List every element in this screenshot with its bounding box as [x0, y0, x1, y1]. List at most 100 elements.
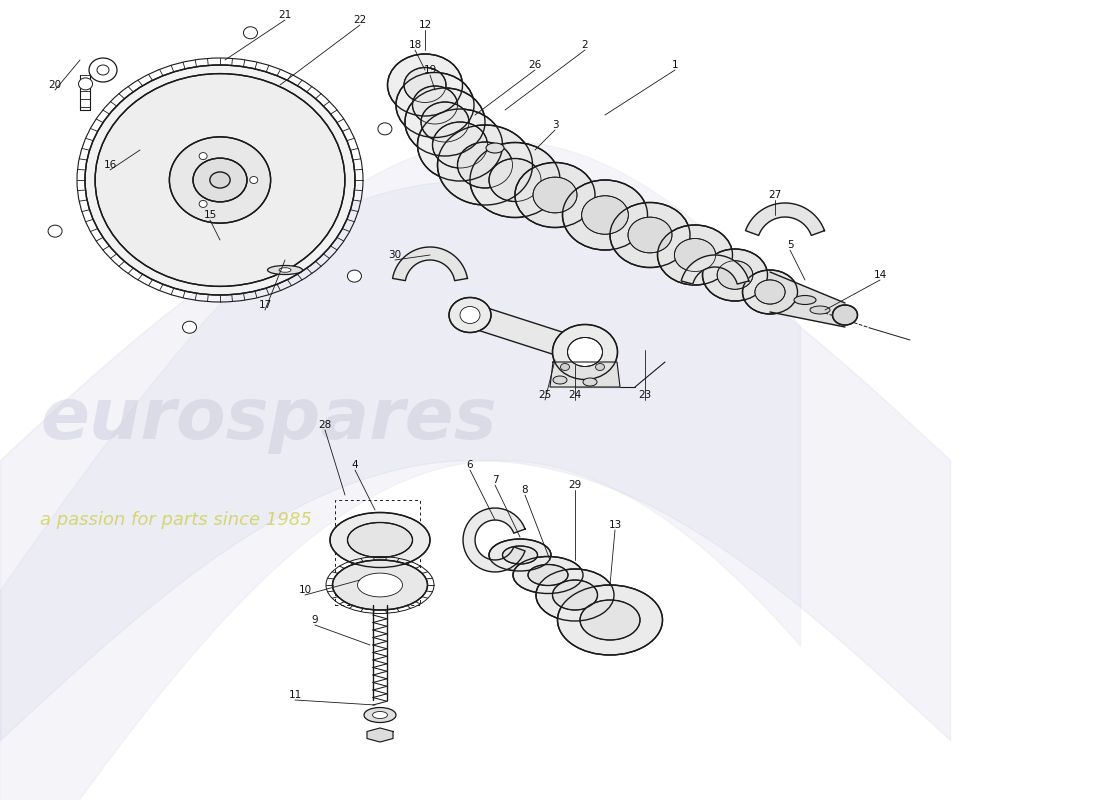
Ellipse shape	[503, 546, 538, 564]
Ellipse shape	[755, 280, 785, 304]
Ellipse shape	[568, 338, 603, 366]
Ellipse shape	[703, 249, 768, 301]
Ellipse shape	[405, 88, 485, 156]
Ellipse shape	[470, 142, 560, 218]
Text: 21: 21	[278, 10, 292, 20]
Text: 2: 2	[582, 40, 588, 50]
Ellipse shape	[536, 569, 614, 621]
Polygon shape	[550, 362, 620, 387]
Polygon shape	[695, 240, 735, 288]
Text: 18: 18	[408, 40, 421, 50]
Text: 29: 29	[569, 480, 582, 490]
Text: 13: 13	[608, 520, 622, 530]
Ellipse shape	[515, 162, 595, 227]
Ellipse shape	[89, 58, 117, 82]
Ellipse shape	[267, 266, 303, 274]
Ellipse shape	[95, 74, 345, 286]
Text: 11: 11	[288, 690, 301, 700]
Ellipse shape	[534, 177, 578, 213]
Ellipse shape	[348, 522, 412, 558]
Text: 12: 12	[418, 20, 431, 30]
Text: 7: 7	[492, 475, 498, 485]
Ellipse shape	[742, 270, 797, 314]
Ellipse shape	[490, 539, 551, 571]
Ellipse shape	[412, 86, 458, 124]
Text: 26: 26	[528, 60, 541, 70]
Ellipse shape	[580, 600, 640, 640]
Text: 24: 24	[569, 390, 582, 400]
Polygon shape	[466, 303, 588, 363]
Ellipse shape	[582, 196, 628, 234]
Text: 19: 19	[424, 65, 437, 75]
Ellipse shape	[199, 201, 207, 207]
Text: 22: 22	[353, 15, 366, 25]
Ellipse shape	[432, 122, 487, 168]
Bar	[336, 500, 420, 605]
Text: 17: 17	[258, 300, 272, 310]
Ellipse shape	[378, 123, 392, 135]
Polygon shape	[393, 247, 468, 281]
Polygon shape	[556, 178, 605, 233]
Ellipse shape	[421, 102, 469, 142]
Ellipse shape	[97, 65, 109, 75]
Text: 8: 8	[521, 485, 528, 495]
Text: 25: 25	[538, 390, 551, 400]
Text: 4: 4	[352, 460, 359, 470]
Ellipse shape	[610, 202, 690, 267]
Ellipse shape	[332, 560, 428, 610]
Ellipse shape	[458, 142, 513, 188]
Ellipse shape	[833, 305, 858, 325]
Ellipse shape	[553, 376, 566, 384]
Polygon shape	[463, 508, 525, 572]
Ellipse shape	[85, 65, 355, 295]
Ellipse shape	[628, 217, 672, 253]
Ellipse shape	[583, 378, 597, 386]
Ellipse shape	[595, 363, 605, 370]
Ellipse shape	[48, 225, 62, 237]
Text: 16: 16	[103, 160, 117, 170]
Text: 14: 14	[873, 270, 887, 280]
Ellipse shape	[210, 172, 230, 188]
Ellipse shape	[561, 363, 570, 370]
Polygon shape	[605, 198, 650, 251]
Text: 23: 23	[638, 390, 651, 400]
Ellipse shape	[486, 143, 504, 153]
Text: 20: 20	[48, 80, 62, 90]
Polygon shape	[746, 203, 825, 235]
Ellipse shape	[348, 270, 362, 282]
Text: 1: 1	[672, 60, 679, 70]
Polygon shape	[681, 255, 749, 284]
Ellipse shape	[387, 54, 462, 116]
Text: 6: 6	[466, 460, 473, 470]
Ellipse shape	[558, 585, 662, 655]
Ellipse shape	[513, 557, 583, 594]
Ellipse shape	[460, 306, 480, 323]
Ellipse shape	[438, 125, 532, 205]
Text: 3: 3	[552, 120, 559, 130]
Text: 30: 30	[388, 250, 401, 260]
Ellipse shape	[552, 325, 617, 379]
Ellipse shape	[169, 137, 271, 223]
Ellipse shape	[192, 158, 248, 202]
Polygon shape	[367, 728, 393, 742]
Polygon shape	[650, 218, 695, 270]
Text: 15: 15	[204, 210, 217, 220]
Ellipse shape	[330, 513, 430, 567]
Text: 10: 10	[298, 585, 311, 595]
Ellipse shape	[810, 306, 830, 314]
Ellipse shape	[490, 158, 541, 202]
Ellipse shape	[364, 707, 396, 722]
Text: 28: 28	[318, 420, 331, 430]
Ellipse shape	[528, 565, 568, 586]
Ellipse shape	[404, 67, 446, 102]
Text: eurospares: eurospares	[40, 386, 497, 454]
Ellipse shape	[418, 109, 503, 181]
Ellipse shape	[250, 177, 257, 183]
Text: 5: 5	[786, 240, 793, 250]
Ellipse shape	[674, 238, 716, 271]
Ellipse shape	[279, 268, 292, 272]
Ellipse shape	[552, 580, 597, 610]
Ellipse shape	[358, 573, 403, 597]
Ellipse shape	[78, 78, 92, 90]
Ellipse shape	[243, 26, 257, 38]
